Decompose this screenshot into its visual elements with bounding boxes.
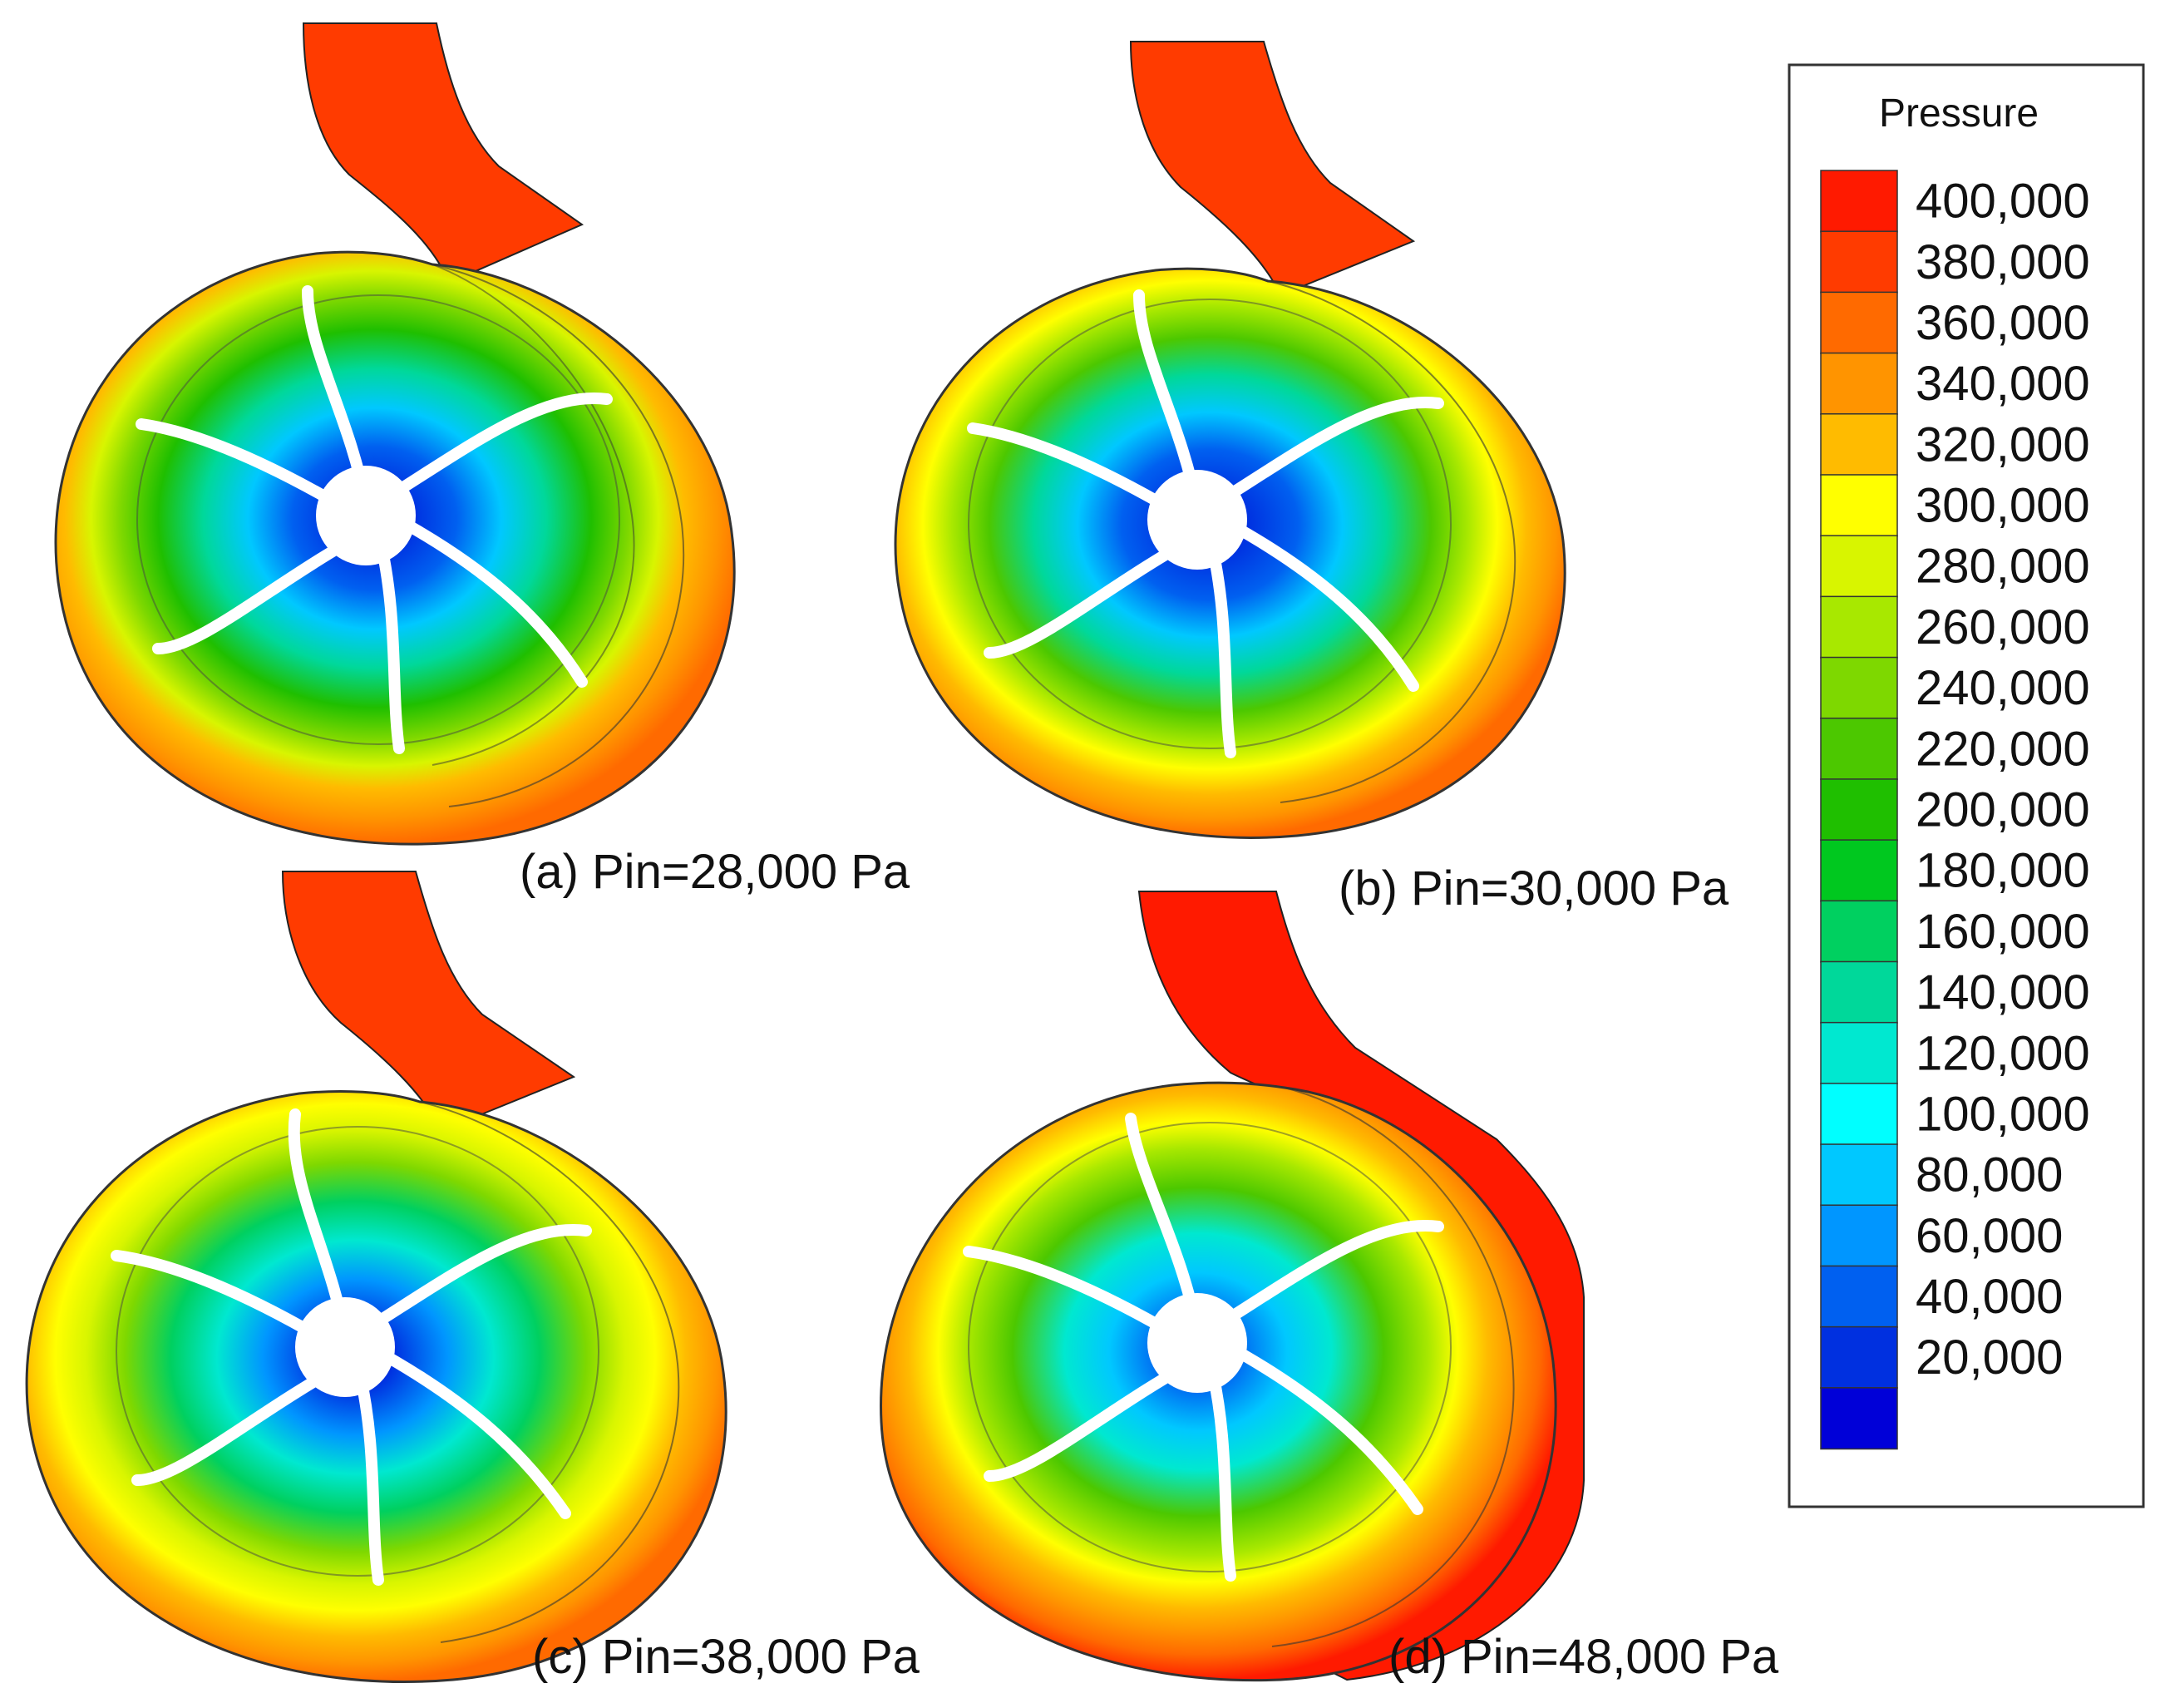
panel-a-impeller [136, 294, 620, 745]
legend-swatch-12 [1820, 900, 1898, 963]
legend-swatch-14 [1820, 1021, 1898, 1085]
legend-tick-9: 220,000 [1916, 722, 2090, 776]
legend-colorbar [1820, 170, 1898, 1450]
legend-tick-1: 380,000 [1916, 235, 2090, 289]
legend-tick-15: 100,000 [1916, 1087, 2090, 1141]
panel-c-volute [25, 1089, 727, 1683]
legend-tick-8: 240,000 [1916, 661, 2090, 715]
legend-tick-16: 80,000 [1916, 1148, 2063, 1202]
legend-tick-4: 320,000 [1916, 417, 2090, 471]
legend-swatch-2 [1820, 291, 1898, 354]
panel-b-impeller [968, 299, 1452, 749]
panel-a-pump [54, 22, 736, 846]
panel-b-blades [967, 289, 1444, 758]
panel-b-pump [894, 41, 1566, 839]
legend-swatch-7 [1820, 595, 1898, 659]
legend-tick-19: 20,000 [1916, 1330, 2063, 1385]
panel-b-outlet-pipe [1129, 41, 1416, 297]
panel-c-impeller [116, 1126, 599, 1577]
pressure-legend: Pressure 400,000 380,000 360,000 340,000 320… [1788, 63, 2145, 1508]
legend-swatch-6 [1820, 535, 1898, 598]
legend-tick-10: 200,000 [1916, 783, 2090, 837]
legend-tick-3: 340,000 [1916, 357, 2090, 411]
panel-b-hub [1147, 470, 1247, 570]
legend-swatch-20 [1820, 1387, 1898, 1450]
panel-d-pump [880, 891, 1585, 1682]
legend-swatch-15 [1820, 1083, 1898, 1146]
legend-tick-0: 400,000 [1916, 175, 2090, 229]
caption-d: (d) Pin=48,000 Pa [1388, 1630, 1779, 1684]
legend-tick-5: 300,000 [1916, 479, 2090, 533]
panel-c-pump [25, 871, 727, 1683]
legend-tick-18: 40,000 [1916, 1270, 2063, 1324]
legend-swatch-10 [1820, 778, 1898, 842]
legend-tick-2: 360,000 [1916, 296, 2090, 350]
panel-a-hub [316, 466, 416, 565]
panel-c-outlet-pipe [281, 871, 576, 1133]
legend-tick-labels: 400,000 380,000 360,000 340,000 320,000 300,0… [1916, 175, 2090, 1385]
panel-d-impeller [968, 1122, 1452, 1572]
legend-swatch-5 [1820, 474, 1898, 537]
panel-d-hub [1147, 1293, 1247, 1393]
legend-swatch-17 [1820, 1204, 1898, 1267]
legend-tick-17: 60,000 [1916, 1209, 2063, 1263]
legend-swatch-13 [1820, 960, 1898, 1024]
legend-swatch-16 [1820, 1143, 1898, 1207]
legend-swatch-18 [1820, 1265, 1898, 1328]
legend-tick-13: 140,000 [1916, 965, 2090, 1019]
panel-a-outlet-pipe [302, 22, 584, 284]
legend-swatch-4 [1820, 413, 1898, 476]
legend-swatch-11 [1820, 839, 1898, 902]
panel-c-hub [295, 1297, 395, 1397]
legend-title: Pressure [1879, 91, 2039, 136]
legend-swatch-8 [1820, 656, 1898, 719]
caption-a: (a) Pin=28,000 Pa [520, 845, 910, 899]
legend-swatch-1 [1820, 230, 1898, 294]
legend-swatch-3 [1820, 352, 1898, 416]
legend-swatch-19 [1820, 1325, 1898, 1390]
legend-tick-6: 280,000 [1916, 540, 2090, 594]
legend-tick-7: 260,000 [1916, 600, 2090, 654]
legend-swatch-0 [1820, 170, 1898, 233]
caption-b: (b) Pin=30,000 Pa [1339, 861, 1729, 916]
caption-c: (c) Pin=38,000 Pa [532, 1630, 920, 1684]
legend-tick-12: 160,000 [1916, 905, 2090, 959]
legend-swatch-9 [1820, 717, 1898, 781]
legend-tick-14: 120,000 [1916, 1026, 2090, 1080]
legend-tick-11: 180,000 [1916, 844, 2090, 898]
